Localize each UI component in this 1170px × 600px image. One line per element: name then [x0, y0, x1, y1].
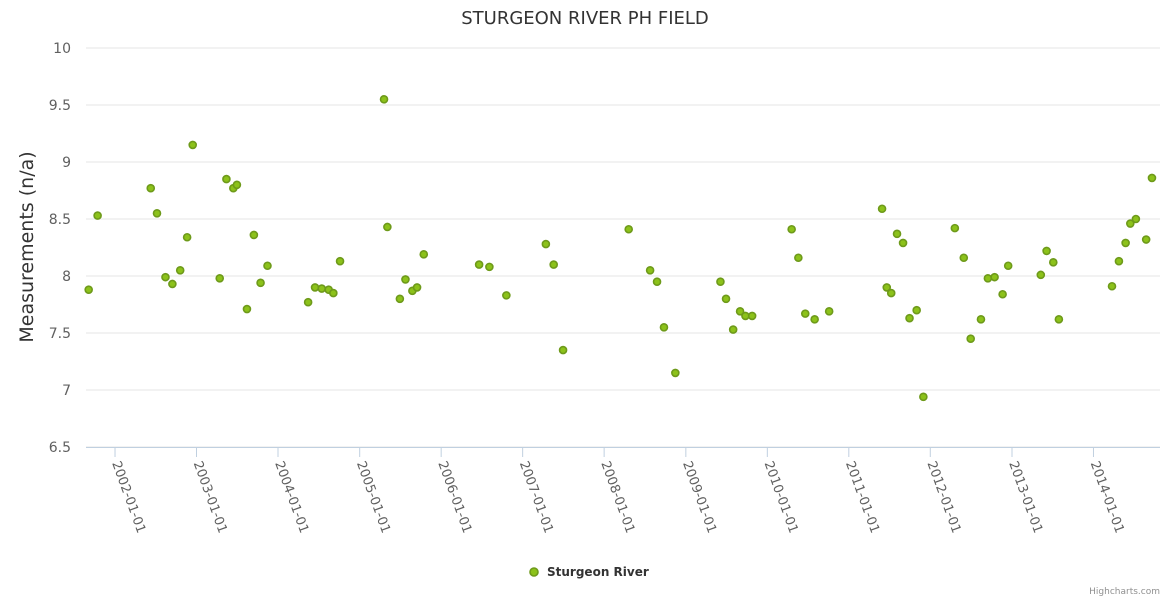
data-point[interactable]: [624, 224, 633, 234]
data-point[interactable]: [892, 229, 902, 239]
data-point[interactable]: [541, 239, 551, 249]
data-point[interactable]: [485, 262, 494, 272]
y-axis-label: Measurements (n/a): [16, 151, 38, 342]
data-point[interactable]: [1042, 246, 1051, 256]
data-point[interactable]: [810, 315, 819, 324]
data-point[interactable]: [84, 285, 93, 294]
data-point[interactable]: [242, 304, 252, 314]
data-point[interactable]: [716, 277, 725, 287]
data-point[interactable]: [1107, 281, 1117, 291]
data-point[interactable]: [317, 284, 327, 293]
data-point[interactable]: [1003, 261, 1013, 271]
data-point[interactable]: [950, 223, 960, 233]
y-gridlines: [86, 47, 1160, 448]
data-point[interactable]: [1131, 214, 1141, 224]
legend[interactable]: Sturgeon River: [529, 565, 649, 579]
y-axis-tick-labels: 6.5 7 7.5 8 8.5 9 9.5 10: [49, 41, 71, 456]
data-point[interactable]: [419, 250, 429, 259]
data-point[interactable]: [886, 288, 896, 298]
data-point[interactable]: [222, 174, 231, 184]
data-point[interactable]: [1141, 235, 1151, 244]
data-point[interactable]: [1121, 238, 1130, 248]
y-tick-label: 8.5: [49, 212, 71, 228]
data-point[interactable]: [1048, 258, 1058, 267]
y-tick-label: 8: [62, 269, 71, 285]
data-point[interactable]: [824, 307, 834, 316]
data-point[interactable]: [161, 272, 170, 282]
data-point[interactable]: [1114, 256, 1124, 266]
data-point[interactable]: [168, 279, 177, 289]
data-point[interactable]: [747, 311, 757, 321]
data-point[interactable]: [188, 140, 198, 150]
credits-link[interactable]: Highcharts.com: [1089, 587, 1160, 597]
data-point[interactable]: [379, 95, 389, 104]
data-point[interactable]: [175, 265, 185, 275]
data-point[interactable]: [146, 183, 156, 193]
data-point[interactable]: [787, 224, 796, 234]
data-point[interactable]: [794, 253, 803, 263]
data-point[interactable]: [303, 297, 313, 307]
data-point[interactable]: [310, 283, 320, 292]
data-point[interactable]: [652, 277, 662, 287]
legend-item-sturgeon-river[interactable]: Sturgeon River: [547, 565, 649, 579]
data-point[interactable]: [401, 275, 410, 284]
data-point[interactable]: [990, 272, 999, 282]
data-point[interactable]: [898, 238, 908, 248]
data-point[interactable]: [263, 261, 272, 271]
data-point[interactable]: [383, 222, 392, 232]
data-point[interactable]: [152, 209, 162, 218]
y-tick-label: 7.5: [49, 326, 71, 342]
data-point[interactable]: [1126, 219, 1135, 228]
data-point[interactable]: [232, 180, 242, 190]
y-tick-label: 10: [53, 41, 71, 57]
data-point[interactable]: [659, 322, 669, 332]
data-point[interactable]: [735, 307, 745, 316]
y-tick-label: 6.5: [49, 440, 71, 456]
data-point[interactable]: [905, 313, 914, 323]
data-point[interactable]: [474, 260, 484, 269]
y-tick-label: 7: [62, 383, 71, 399]
data-point[interactable]: [721, 294, 731, 304]
data-point[interactable]: [671, 368, 680, 378]
data-point[interactable]: [983, 273, 993, 283]
data-point[interactable]: [256, 278, 265, 288]
data-point[interactable]: [976, 315, 986, 324]
data-point[interactable]: [998, 289, 1007, 299]
data-point[interactable]: [412, 283, 422, 292]
y-tick-label: 9: [62, 155, 71, 171]
data-point[interactable]: [395, 294, 405, 304]
data-point[interactable]: [249, 230, 259, 240]
series-sturgeon-river-points[interactable]: [84, 95, 1157, 402]
data-point[interactable]: [1147, 173, 1157, 183]
chart-title: STURGEON RIVER PH FIELD: [461, 8, 709, 29]
data-point[interactable]: [549, 260, 558, 269]
data-point[interactable]: [877, 204, 887, 214]
data-point[interactable]: [182, 232, 192, 242]
data-point[interactable]: [558, 345, 568, 355]
y-tick-label: 9.5: [49, 98, 71, 114]
data-point[interactable]: [93, 211, 102, 220]
data-point[interactable]: [728, 325, 738, 334]
legend-marker-icon: [529, 567, 539, 577]
data-point[interactable]: [329, 288, 338, 298]
data-point[interactable]: [919, 392, 928, 402]
data-point[interactable]: [1036, 270, 1046, 280]
data-point[interactable]: [215, 273, 225, 283]
data-point[interactable]: [882, 283, 892, 292]
data-point[interactable]: [335, 256, 345, 266]
data-point[interactable]: [912, 305, 921, 315]
data-point[interactable]: [966, 334, 975, 344]
data-point[interactable]: [959, 253, 969, 263]
data-point[interactable]: [502, 291, 511, 300]
data-point[interactable]: [1054, 315, 1064, 324]
data-point[interactable]: [645, 265, 655, 275]
data-point[interactable]: [800, 309, 810, 318]
